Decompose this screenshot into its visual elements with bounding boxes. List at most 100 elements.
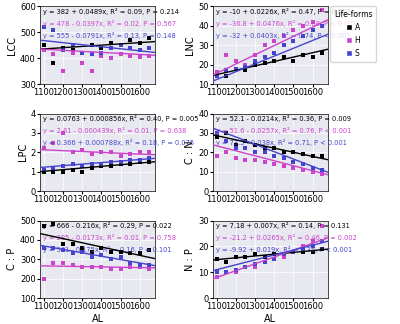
Point (281, 43, 287, 48)
Point (127, 161, 134, 167)
Point (233, 66, 239, 71)
Point (41, 25, 47, 30)
Point (281, 251, 287, 257)
Point (108, 150, 114, 155)
Point (290, 249, 297, 254)
Point (223, 68, 230, 73)
Point (281, 254, 287, 259)
Point (50, 61, 57, 66)
Point (79, 163, 86, 168)
Point (118, 249, 124, 254)
Point (233, 270, 239, 275)
Point (223, 130, 230, 135)
Point (262, 150, 268, 155)
Point (271, 257, 278, 262)
Point (146, 247, 153, 252)
Point (214, 270, 220, 275)
Point (79, 148, 86, 153)
Point (271, 51, 278, 56)
Y-axis label: LNC: LNC (185, 35, 195, 55)
Point (319, 167, 326, 172)
Point (60, 169, 66, 174)
Point (223, 150, 230, 155)
Text: y = 555 - 0.0791x, R² = 0.13, P = 0.148: y = 555 - 0.0791x, R² = 0.13, P = 0.148 (44, 32, 176, 39)
Point (127, 38, 134, 43)
Point (271, 251, 278, 257)
Point (242, 157, 249, 163)
Point (310, 54, 316, 60)
Point (281, 163, 287, 168)
Point (214, 130, 220, 135)
Point (271, 161, 278, 167)
Point (70, 167, 76, 172)
Text: y = -32 + 0.0403x, R² = 0.74, P < 0.001: y = -32 + 0.0403x, R² = 0.74, P < 0.001 (216, 32, 351, 39)
Point (108, 45, 114, 51)
Point (127, 157, 134, 163)
Point (233, 146, 239, 151)
Point (108, 159, 114, 165)
Point (290, 159, 297, 165)
Point (300, 167, 306, 172)
Point (290, 249, 297, 254)
Text: y = 478 - 0.0397x, R² = 0.02, P = 0.567: y = 478 - 0.0397x, R² = 0.02, P = 0.567 (44, 20, 176, 27)
Point (310, 169, 316, 174)
Point (60, 241, 66, 246)
Point (242, 254, 249, 259)
Point (79, 51, 86, 56)
Point (146, 156, 153, 161)
Point (281, 156, 287, 161)
Point (41, 167, 47, 172)
Point (262, 43, 268, 48)
Text: y = 285 - 0.0173x, R² = 0.01, P = 0.758: y = 285 - 0.0173x, R² = 0.01, P = 0.758 (44, 234, 176, 241)
Point (146, 45, 153, 51)
Point (146, 150, 153, 155)
Point (252, 58, 258, 64)
Point (214, 134, 220, 139)
Point (108, 163, 114, 168)
X-axis label: AL: AL (92, 314, 104, 324)
Point (70, 262, 76, 268)
Point (108, 266, 114, 272)
Point (271, 257, 278, 262)
Point (223, 259, 230, 264)
Text: y = -9.92 + 0.019x, R² = 0.35, P < 0.001: y = -9.92 + 0.019x, R² = 0.35, P < 0.001 (216, 246, 352, 253)
Point (290, 165, 297, 170)
Point (118, 161, 124, 167)
Point (60, 247, 66, 252)
Point (310, 165, 316, 170)
Point (262, 259, 268, 264)
Point (70, 251, 76, 256)
Point (79, 61, 86, 66)
Point (70, 51, 76, 56)
Point (98, 53, 105, 58)
Point (271, 39, 278, 44)
Text: y = 561 - 0.175x, R² = 0.16, P = 0.101: y = 561 - 0.175x, R² = 0.16, P = 0.101 (44, 246, 172, 253)
Point (79, 51, 86, 56)
Point (89, 52, 95, 57)
Point (41, 276, 47, 281)
Point (319, 238, 326, 244)
Point (252, 150, 258, 155)
Y-axis label: C : N: C : N (185, 141, 195, 164)
Point (319, 154, 326, 159)
Point (290, 249, 297, 254)
Point (98, 150, 105, 155)
Point (60, 260, 66, 266)
Point (137, 48, 143, 53)
Point (146, 266, 153, 272)
Point (252, 142, 258, 147)
Point (214, 74, 220, 79)
Point (137, 159, 143, 165)
Point (214, 154, 220, 159)
Point (233, 142, 239, 147)
Point (310, 19, 316, 25)
Point (271, 154, 278, 159)
Point (300, 33, 306, 38)
Point (108, 249, 114, 254)
Point (233, 156, 239, 161)
Point (271, 146, 278, 151)
Point (290, 39, 297, 44)
Point (70, 241, 76, 246)
Point (262, 259, 268, 264)
Text: y = 7.18 + 0.007x, R² = 0.14, P = 0.131: y = 7.18 + 0.007x, R² = 0.14, P = 0.131 (216, 222, 350, 229)
